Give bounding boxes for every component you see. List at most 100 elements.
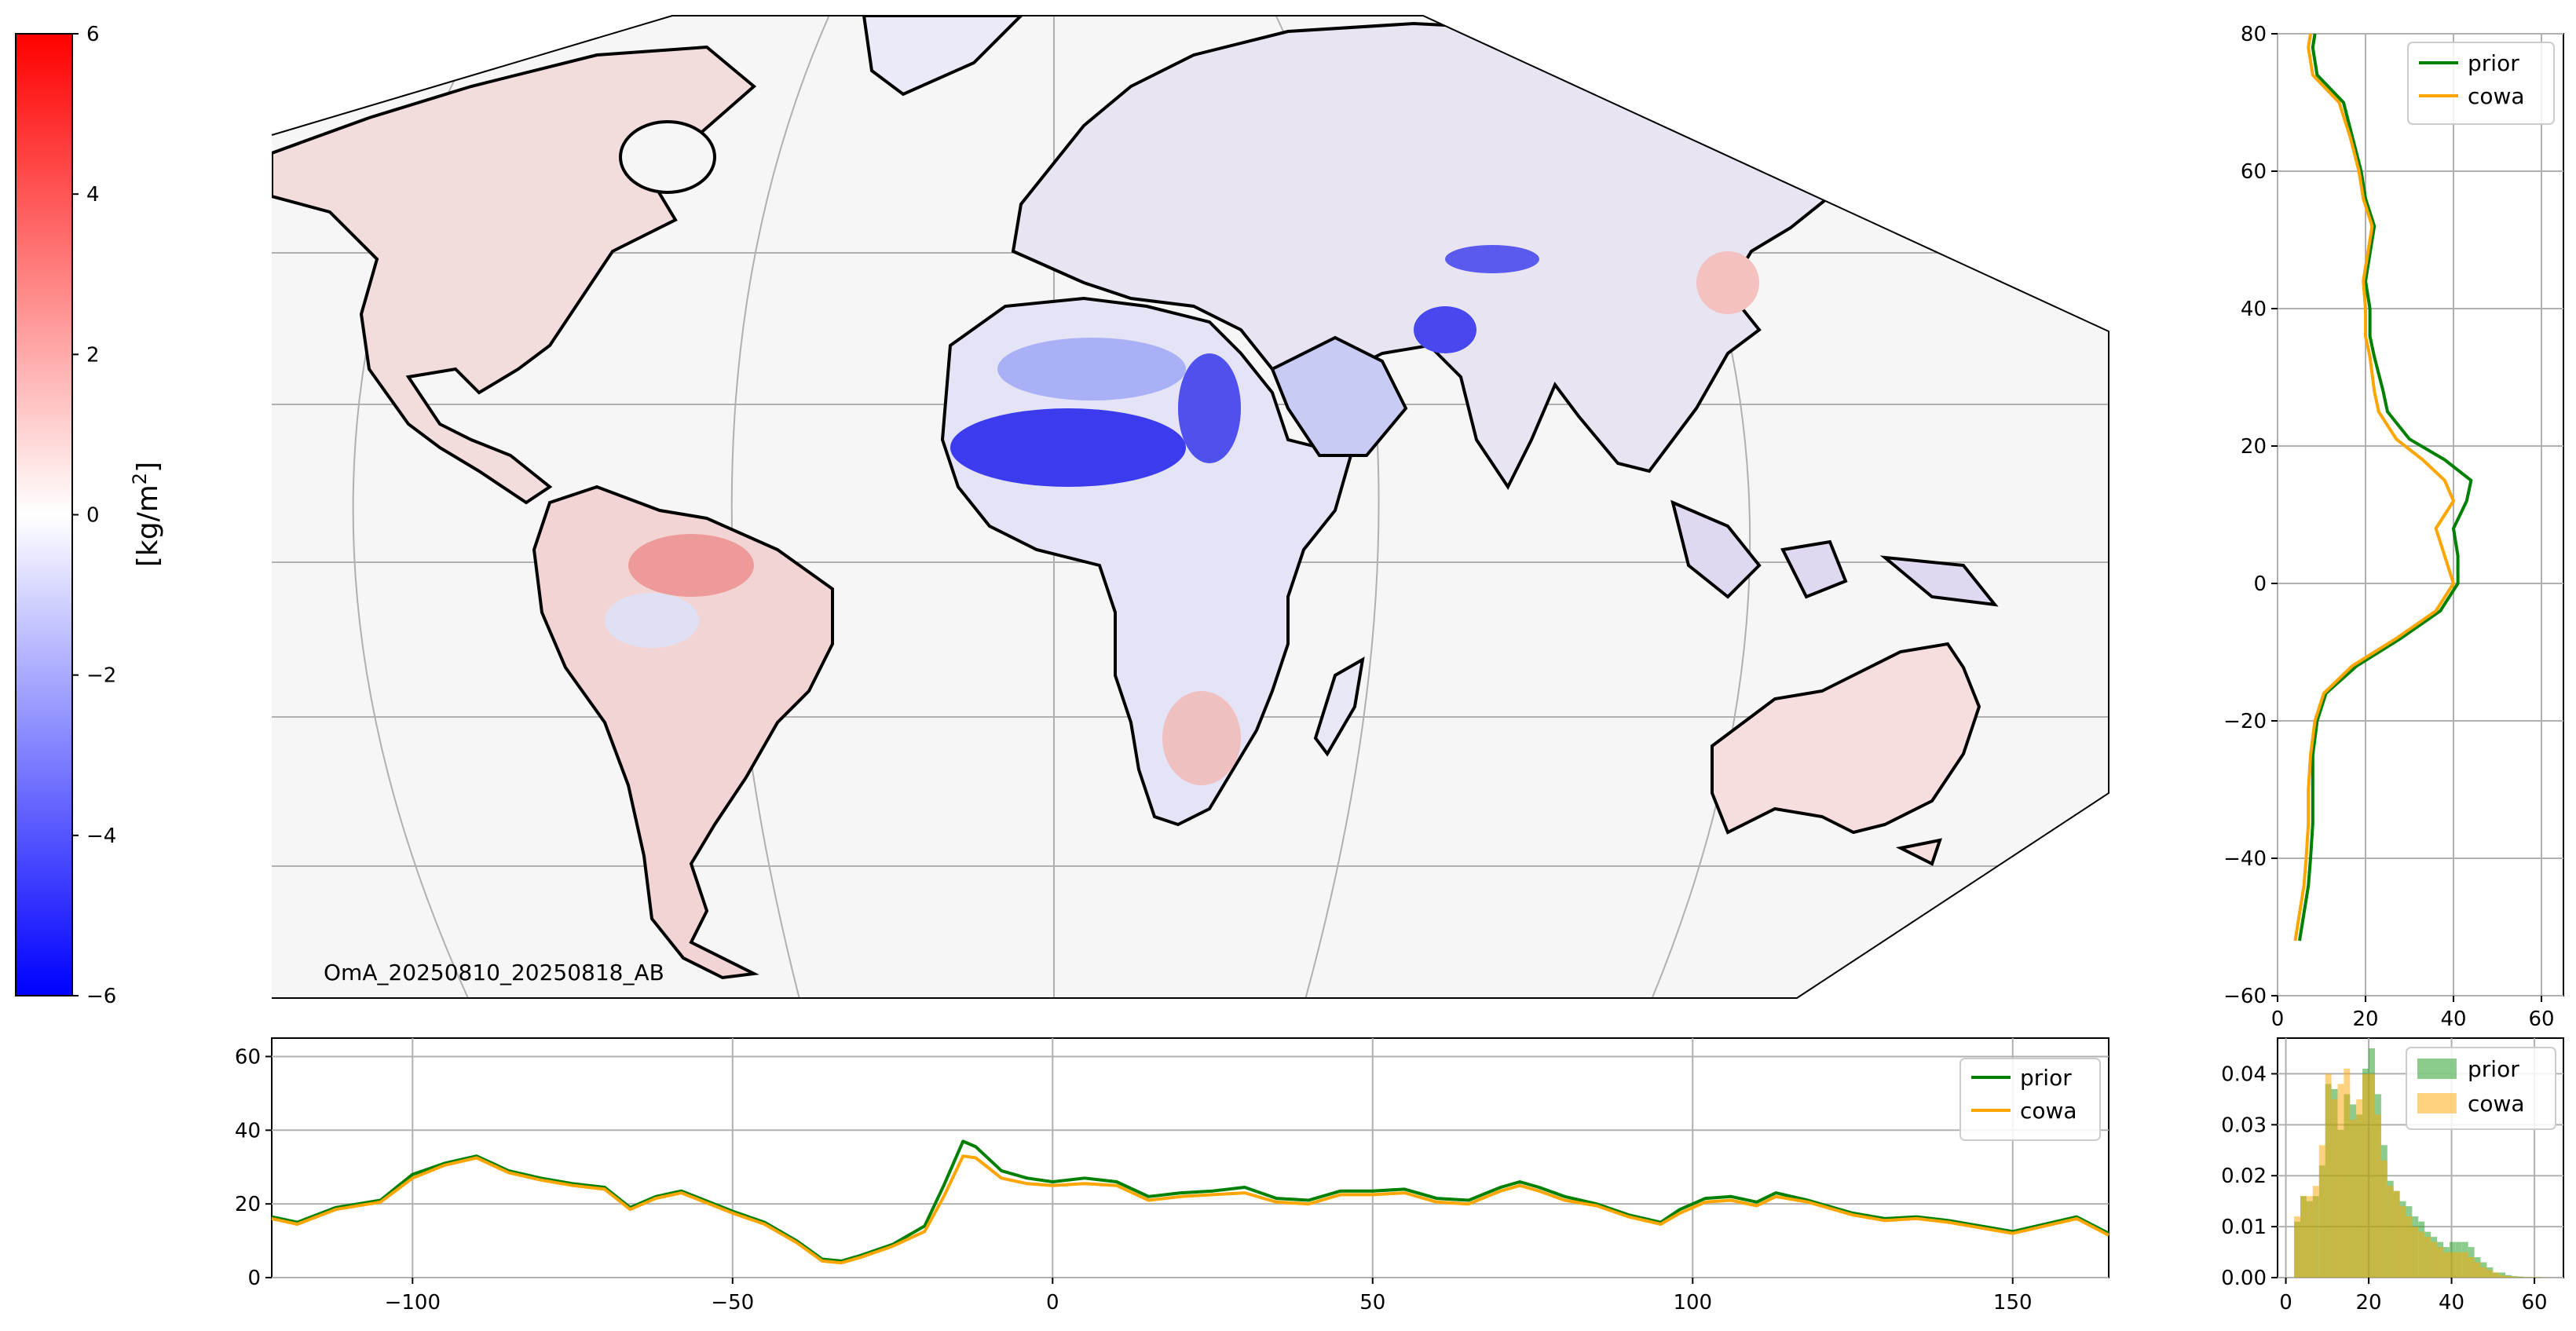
y-tick-label: 0.02 — [2221, 1165, 2267, 1188]
colorbar: 6 4 2 0 −2 −4 −6 [kg/m2] — [15, 23, 164, 1008]
histogram-bar-cowa — [2536, 1277, 2543, 1278]
x-tick-label: −100 — [385, 1291, 441, 1315]
x-tick-label: 150 — [1993, 1291, 2033, 1315]
x-tick-label: 0 — [2271, 1007, 2285, 1031]
histogram-bar-cowa — [2461, 1252, 2468, 1278]
latitude-profile-frame — [2277, 33, 2564, 996]
colorbar-tick-label: 4 — [86, 183, 100, 207]
histogram-bar-cowa — [2431, 1241, 2438, 1278]
latitude-profile-legend: prior cowa — [2407, 42, 2555, 125]
map-panel: OmA_20250810_20250818_AB — [271, 15, 2109, 999]
histogram-bar-cowa — [2455, 1252, 2462, 1278]
x-tick-label: 20 — [2352, 1007, 2378, 1031]
map-content — [272, 16, 2109, 998]
colorbar-gradient — [15, 33, 73, 996]
histogram-bar-cowa — [2449, 1252, 2456, 1278]
map-outline — [271, 15, 2109, 999]
histogram-bar-cowa — [2512, 1276, 2518, 1278]
histogram-bar-cowa — [2486, 1270, 2494, 1278]
histogram-bar-cowa — [2480, 1267, 2487, 1278]
latitude-profile-grid — [2277, 33, 2563, 996]
histogram-bar-cowa — [2387, 1186, 2394, 1278]
histogram-bar-cowa — [2350, 1119, 2357, 1278]
region-maritime-southeast-asia — [1670, 499, 1999, 607]
colorbar-tick-label: 6 — [86, 23, 100, 46]
histogram-bar-cowa — [2337, 1084, 2344, 1278]
histogram-legend: prior cowa — [2406, 1047, 2556, 1130]
series-line-prior — [2298, 33, 2473, 942]
legend-label-prior: prior — [2468, 50, 2519, 76]
histogram-bar-cowa — [2306, 1196, 2313, 1278]
x-tick-label: 0 — [2279, 1291, 2292, 1315]
y-tick-label: −40 — [2223, 847, 2267, 871]
map-annotation: OmA_20250810_20250818_AB — [324, 960, 664, 985]
series-line-cowa — [2293, 33, 2455, 942]
x-tick-label: 20 — [2356, 1291, 2382, 1315]
colorbar-tick-label: 0 — [86, 504, 100, 528]
latitude-profile-panel: 0 20 40 60 80 60 40 20 0 −20 −40 −60 prior cowa — [2223, 23, 2564, 1031]
legend-label-cowa: cowa — [2468, 83, 2525, 109]
histogram-bar-cowa — [2406, 1216, 2413, 1278]
histogram-panel: 0 20 40 60 0.00 0.01 0.02 0.03 0.04 prior cowa — [2221, 1037, 2564, 1315]
histogram-bar-cowa — [2399, 1206, 2406, 1278]
histogram-bar-cowa — [2499, 1274, 2506, 1278]
x-tick-label: 0 — [1046, 1291, 1059, 1315]
colorbar-ticks: 6 4 2 0 −2 −4 −6 — [72, 23, 116, 1008]
y-tick-label: −60 — [2223, 985, 2267, 1008]
longitude-profile-ticks: −100 −50 0 50 100 150 0 20 40 60 — [235, 1045, 2033, 1315]
y-tick-label: 0.00 — [2221, 1267, 2267, 1290]
continent-north-america — [272, 16, 1025, 505]
y-tick-label: 60 — [2241, 160, 2267, 184]
histogram-bar-cowa — [2437, 1247, 2443, 1278]
histogram-bar-cowa — [2393, 1190, 2400, 1278]
histogram-bar-cowa — [2356, 1099, 2363, 1278]
histogram-bar-cowa — [2344, 1068, 2351, 1278]
y-tick-label: 0 — [247, 1267, 261, 1290]
colorbar-label: [kg/m2] — [129, 462, 164, 567]
y-tick-label: 60 — [235, 1045, 261, 1069]
histogram-bar-cowa — [2412, 1227, 2419, 1278]
region-arabia — [1270, 335, 1408, 457]
legend-label-prior: prior — [2020, 1065, 2072, 1091]
legend-label-cowa: cowa — [2468, 1091, 2525, 1117]
x-tick-label: 40 — [2439, 1291, 2464, 1315]
latitude-profile-lines — [2293, 33, 2473, 942]
histogram-bar-cowa — [2294, 1216, 2300, 1278]
histogram-bar-cowa — [2418, 1231, 2425, 1278]
continent-africa — [940, 296, 1365, 827]
y-tick-label: 0 — [2253, 572, 2267, 596]
legend-label-prior: prior — [2468, 1056, 2519, 1082]
histogram-bar-cowa — [2505, 1276, 2512, 1278]
histogram-bar-cowa — [2424, 1237, 2431, 1278]
histogram-bar-cowa — [2518, 1277, 2524, 1278]
histogram-ticks: 0 20 40 60 0.00 0.01 0.02 0.03 0.04 — [2221, 1062, 2548, 1315]
histogram-bar-cowa — [2493, 1272, 2500, 1278]
colorbar-tick-label: −6 — [86, 985, 116, 1008]
histogram-bar-prior — [2499, 1272, 2506, 1278]
longitude-profile-grid — [272, 1038, 2109, 1278]
histogram-bar-cowa — [2380, 1160, 2388, 1278]
x-tick-label: −50 — [711, 1291, 754, 1315]
colorbar-tick-label: −4 — [86, 825, 116, 848]
histogram-bar-cowa — [2369, 1073, 2375, 1278]
y-tick-label: 0.03 — [2221, 1113, 2267, 1137]
histogram-bar-cowa — [2468, 1257, 2475, 1278]
colorbar-tick-label: −2 — [86, 664, 116, 688]
histogram-bar-cowa — [2375, 1114, 2381, 1278]
histogram-bar-cowa — [2312, 1186, 2319, 1278]
histogram-bar-cowa — [2300, 1196, 2307, 1278]
x-tick-label: 100 — [1673, 1291, 1712, 1315]
colorbar-tick-label: 2 — [86, 343, 100, 367]
histogram-bar-cowa — [2325, 1073, 2332, 1278]
histogram-bar-cowa — [2362, 1073, 2369, 1278]
histogram-bar-prior — [2518, 1276, 2524, 1278]
latitude-profile-ticks: 0 20 40 60 80 60 40 20 0 −20 −40 −60 — [2223, 23, 2554, 1031]
y-tick-label: 20 — [2241, 435, 2267, 459]
continent-south-america — [532, 484, 834, 980]
y-tick-label: 0.01 — [2221, 1216, 2267, 1239]
continent-australia — [1711, 642, 1981, 866]
y-tick-label: 40 — [235, 1119, 261, 1143]
x-tick-label: 50 — [1359, 1291, 1385, 1315]
x-tick-label: 60 — [2522, 1291, 2548, 1315]
histogram-bar-cowa — [2530, 1277, 2537, 1278]
